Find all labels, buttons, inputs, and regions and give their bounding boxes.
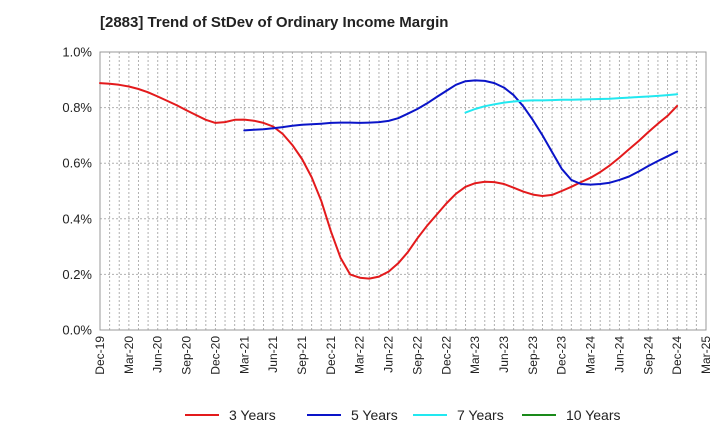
legend-label: 7 Years — [457, 407, 504, 423]
series-lines — [99, 79, 679, 280]
legend: 3 Years 5 Years 7 Years 10 Years — [0, 400, 720, 430]
x-tick-label: Dec-23 — [555, 336, 569, 375]
y-tick-label: 1.0% — [62, 45, 92, 60]
x-tick-label: Mar-20 — [122, 336, 136, 374]
x-axis-ticks: Dec-19 Mar-20 Jun-20 Sep-20 Dec-20 Mar-21 Jun-… — [93, 336, 713, 375]
series-line-3-years — [99, 82, 679, 280]
x-tick-label: Jun-20 — [151, 336, 165, 373]
legend-swatch — [413, 414, 447, 416]
x-tick-label: Mar-24 — [584, 336, 598, 374]
x-tick-label: Sep-24 — [641, 336, 655, 375]
x-tick-label: Jun-23 — [497, 336, 511, 373]
y-axis-ticks: 0.0% 0.2% 0.4% 0.6% 0.8% 1.0% — [62, 45, 92, 338]
series-line-5-years — [243, 79, 679, 186]
legend-item-7-years: 7 Years — [413, 406, 504, 424]
legend-item-10-years: 10 Years — [522, 406, 621, 424]
x-tick-label: Jun-24 — [612, 336, 626, 373]
series-line-7-years — [464, 93, 679, 114]
y-tick-label: 0.0% — [62, 323, 92, 338]
x-tick-label: Sep-21 — [295, 336, 309, 375]
x-tick-label: Sep-23 — [526, 336, 540, 375]
x-tick-label: Mar-22 — [353, 336, 367, 374]
x-tick-label: Jun-22 — [382, 336, 396, 373]
x-tick-label: Dec-19 — [93, 336, 107, 375]
legend-swatch — [522, 414, 556, 416]
x-tick-label: Mar-25 — [699, 336, 713, 374]
x-tick-label: Dec-22 — [439, 336, 453, 375]
x-tick-label: Mar-21 — [237, 336, 251, 374]
x-tick-label: Dec-21 — [324, 336, 338, 375]
y-tick-label: 0.4% — [62, 211, 92, 226]
chart-title: [2883] Trend of StDev of Ordinary Income… — [100, 14, 449, 31]
line-chart: 0.0% 0.2% 0.4% 0.6% 0.8% 1.0% Dec-19 Mar-20 Jun… — [62, 45, 713, 375]
y-tick-label: 0.6% — [62, 156, 92, 171]
legend-item-3-years: 3 Years — [185, 406, 276, 424]
x-tick-label: Sep-22 — [410, 336, 424, 375]
legend-swatch — [307, 414, 341, 416]
x-tick-label: Dec-24 — [670, 336, 684, 375]
legend-swatch — [185, 414, 219, 416]
legend-label: 5 Years — [351, 407, 398, 423]
x-tick-label: Mar-23 — [468, 336, 482, 374]
x-tick-label: Sep-20 — [180, 336, 194, 375]
plot-border — [99, 51, 707, 331]
x-tick-label: Jun-21 — [266, 336, 280, 373]
plot-area — [100, 52, 706, 330]
x-tick-label: Dec-20 — [208, 336, 222, 375]
legend-label: 3 Years — [229, 407, 276, 423]
legend-item-5-years: 5 Years — [307, 406, 398, 424]
y-tick-label: 0.2% — [62, 267, 92, 282]
y-tick-label: 0.8% — [62, 100, 92, 115]
legend-label: 10 Years — [566, 407, 621, 423]
